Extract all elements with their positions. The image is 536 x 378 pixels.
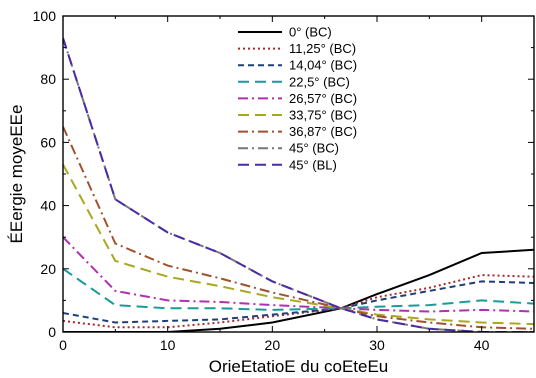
legend-label-1: 0° (BC) — [289, 25, 332, 40]
plot-area: 0 10 20 30 40 0 20 40 60 80 100 0° (BC)11,25° (BC) 1… — [33, 8, 535, 353]
x-tick-label: 30 — [369, 337, 385, 353]
y-tick-label: 60 — [40, 134, 56, 150]
legend-label-4: 22,5° (BC) — [289, 74, 350, 89]
legend-label-3: 14,04° (BC) — [289, 58, 357, 73]
x-tick-label: 40 — [474, 337, 490, 353]
legend-label-8: 45° (BC) — [289, 141, 339, 156]
series-line-4 — [63, 267, 534, 311]
series-line-6 — [63, 164, 534, 326]
x-tick-label: 10 — [160, 337, 176, 353]
y-tick-label: 40 — [40, 198, 56, 214]
series-line-7 — [63, 126, 534, 330]
x-axis-title: OrieEtatioE du coEteEu — [209, 357, 389, 376]
y-tick-label: 20 — [40, 261, 56, 277]
legend-label-9: 45° (BL) — [289, 157, 337, 172]
series-line-9 — [63, 37, 534, 332]
x-tick-label: 0 — [59, 337, 67, 353]
legend-label-6: 33,75° (BC) — [289, 108, 357, 123]
legend-label-2: 11,25° (BC) — [289, 41, 356, 56]
y-tick-label: 100 — [33, 8, 57, 24]
y-tick-label: 0 — [48, 324, 56, 340]
x-tick-label: 20 — [265, 337, 281, 353]
series-line-3 — [63, 280, 534, 324]
series-line-5 — [63, 236, 534, 313]
y-axis-title: ÉEergie moyeEEe — [7, 105, 26, 244]
legend-label-5: 26,57° (BC) — [289, 91, 357, 106]
legend-label-7: 36,87° (BC) — [289, 124, 357, 139]
y-tick-label: 80 — [40, 71, 56, 87]
series-line-1 — [63, 248, 534, 332]
